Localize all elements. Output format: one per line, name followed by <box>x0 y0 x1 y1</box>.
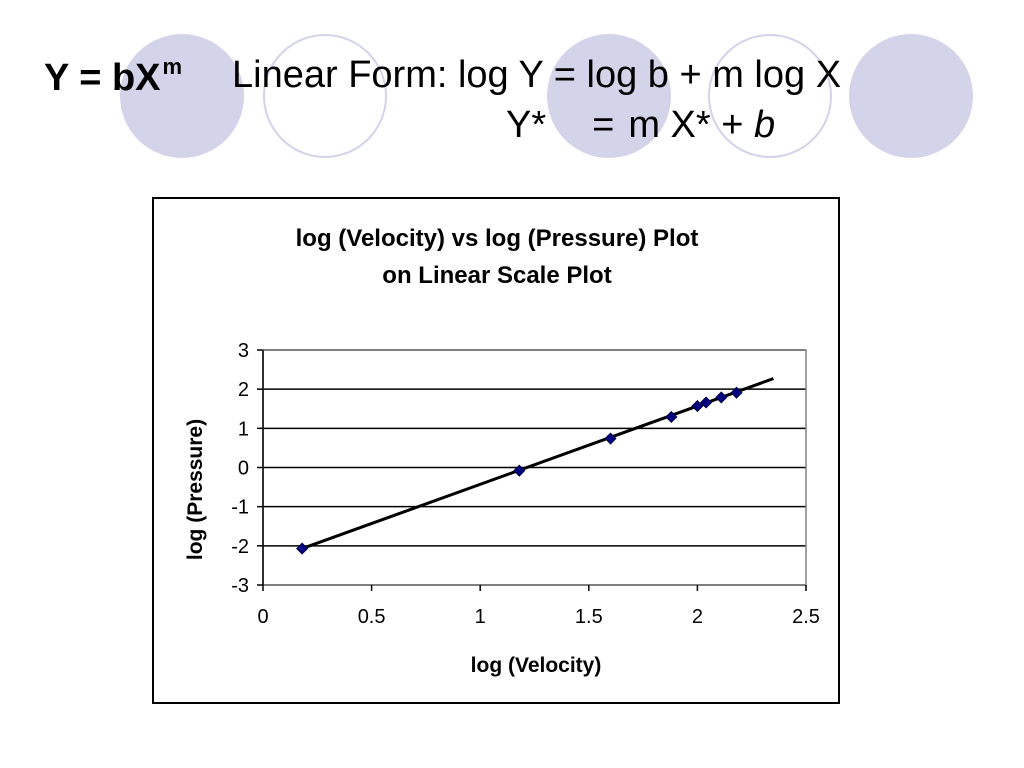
x-tick-label: 0 <box>257 606 268 628</box>
decor-circle <box>120 34 244 158</box>
y-tick-label: 1 <box>238 418 249 440</box>
data-point <box>513 464 526 477</box>
decorative-circles <box>0 0 1024 200</box>
y-tick-label: -2 <box>231 536 249 558</box>
x-tick-label: 1.5 <box>575 606 603 628</box>
x-tick-label: 2 <box>692 606 703 628</box>
data-point <box>296 542 309 555</box>
chart-title-line-1: log (Velocity) vs log (Pressure) Plot <box>296 225 699 252</box>
x-tick-label: 0.5 <box>358 606 386 628</box>
power-law-formula: Y = bXm <box>44 54 183 99</box>
data-point <box>730 386 743 399</box>
data-markers <box>296 386 743 555</box>
y-tick-label: -1 <box>231 497 249 519</box>
star-mx: m X* + <box>628 104 744 146</box>
decor-circle <box>849 34 973 158</box>
chart-frame: log (Velocity) vs log (Pressure) Plot on… <box>152 197 840 704</box>
y-tick-label: 3 <box>238 340 249 362</box>
x-tick-labels: 0 0.5 1 1.5 2 2.5 <box>257 606 819 628</box>
starred-linear-formula: Y* = m X* + b <box>506 106 775 144</box>
decor-circle <box>263 34 387 158</box>
data-point <box>700 396 713 409</box>
star-y: Y* <box>506 104 547 146</box>
chart-title-line-2: on Linear Scale Plot <box>382 262 611 289</box>
decor-circle <box>547 34 671 158</box>
star-equals: = <box>592 104 615 146</box>
data-point <box>604 432 617 445</box>
data-point <box>715 391 728 404</box>
x-tick-label: 1 <box>475 606 486 628</box>
data-point <box>665 410 678 424</box>
x-tick-label: 2.5 <box>792 606 820 628</box>
y-tick-label: 0 <box>238 458 249 480</box>
y-tick-label: 2 <box>238 379 249 401</box>
y-tick-labels: 3 2 1 0 -1 -2 -3 <box>231 340 249 597</box>
y-axis-title: log (Pressure) <box>184 419 207 560</box>
axes <box>262 350 807 591</box>
chart-svg: log (Velocity) vs log (Pressure) Plot on… <box>184 225 820 677</box>
x-axis-title: log (Velocity) <box>471 654 602 677</box>
star-b: b <box>754 104 776 146</box>
linear-form-formula: Linear Form: log Y = log b + m log X <box>232 54 842 96</box>
decor-circle <box>708 34 832 158</box>
data-point <box>691 399 704 413</box>
y-tick-label: -3 <box>231 575 249 597</box>
power-law-exponent: m <box>162 54 183 79</box>
gridlines <box>257 349 806 586</box>
power-law-base: Y = bX <box>44 57 161 99</box>
